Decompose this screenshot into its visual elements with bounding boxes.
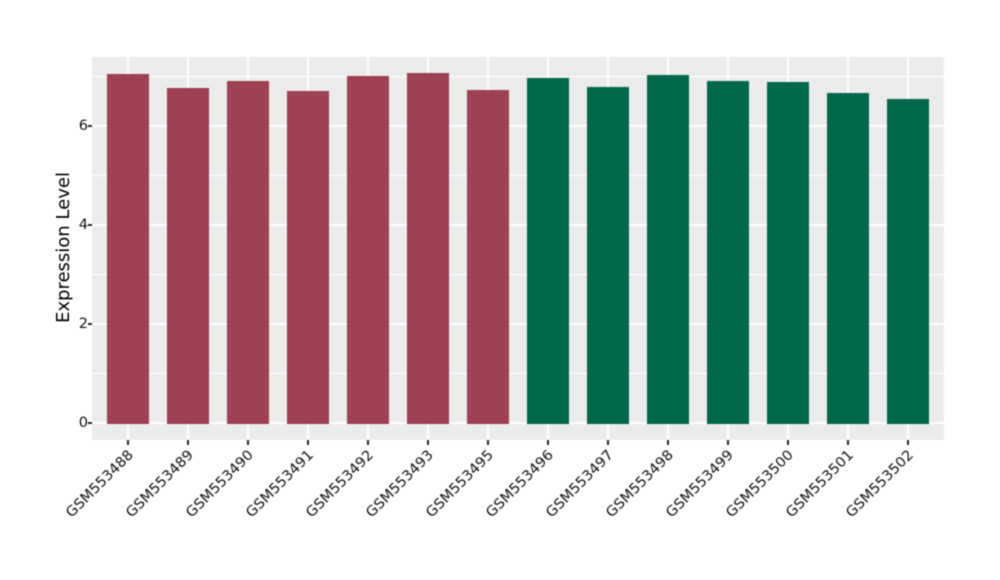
bar-GSM553489	[167, 88, 209, 424]
x-tick-mark	[187, 440, 189, 445]
bar-GSM553488	[107, 74, 149, 424]
x-tick-mark	[547, 440, 549, 445]
bar-GSM553502	[887, 98, 929, 424]
y-tick-label: 2	[78, 315, 88, 332]
bar-GSM553493	[407, 73, 449, 424]
y-gridline-major	[92, 323, 944, 326]
y-gridline-minor	[92, 274, 944, 276]
x-tick-mark	[727, 440, 729, 445]
y-gridline-minor	[92, 76, 944, 78]
y-tick-label: 6	[78, 118, 88, 135]
y-gridline-minor	[92, 373, 944, 375]
bar-GSM553500	[767, 81, 809, 424]
bar-GSM553497	[587, 87, 629, 424]
plot-panel	[92, 57, 944, 440]
y-tick-mark	[87, 323, 92, 325]
x-tick-mark	[787, 440, 789, 445]
y-gridline-major	[92, 125, 944, 128]
y-tick-mark	[87, 422, 92, 424]
x-tick-mark	[667, 440, 669, 445]
x-tick-mark	[247, 440, 249, 445]
x-tick-mark	[367, 440, 369, 445]
bar-GSM553498	[647, 75, 689, 424]
x-tick-mark	[487, 440, 489, 445]
y-gridline-major	[92, 224, 944, 227]
y-tick-mark	[87, 224, 92, 226]
bar-GSM553501	[827, 92, 869, 424]
x-tick-mark	[847, 440, 849, 445]
y-gridline-major	[92, 421, 944, 424]
x-tick-mark	[607, 440, 609, 445]
y-tick-label: 0	[78, 414, 88, 431]
x-tick-mark	[127, 440, 129, 445]
y-tick-mark	[87, 125, 92, 127]
y-tick-label: 4	[78, 217, 88, 234]
y-gridline-minor	[92, 175, 944, 177]
bar-GSM553492	[347, 76, 389, 424]
bar-GSM553491	[287, 91, 329, 424]
y-axis-title: Expression Level	[53, 172, 74, 323]
x-tick-mark	[307, 440, 309, 445]
bar-GSM553495	[467, 89, 509, 424]
bar-GSM553499	[707, 80, 749, 424]
x-tick-mark	[907, 440, 909, 445]
bar-GSM553490	[227, 80, 269, 424]
bar-GSM553496	[527, 78, 569, 424]
x-tick-mark	[427, 440, 429, 445]
